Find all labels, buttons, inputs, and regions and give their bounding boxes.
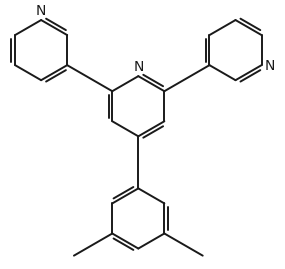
- Text: N: N: [36, 4, 46, 18]
- Text: N: N: [133, 61, 144, 75]
- Text: N: N: [264, 59, 275, 73]
